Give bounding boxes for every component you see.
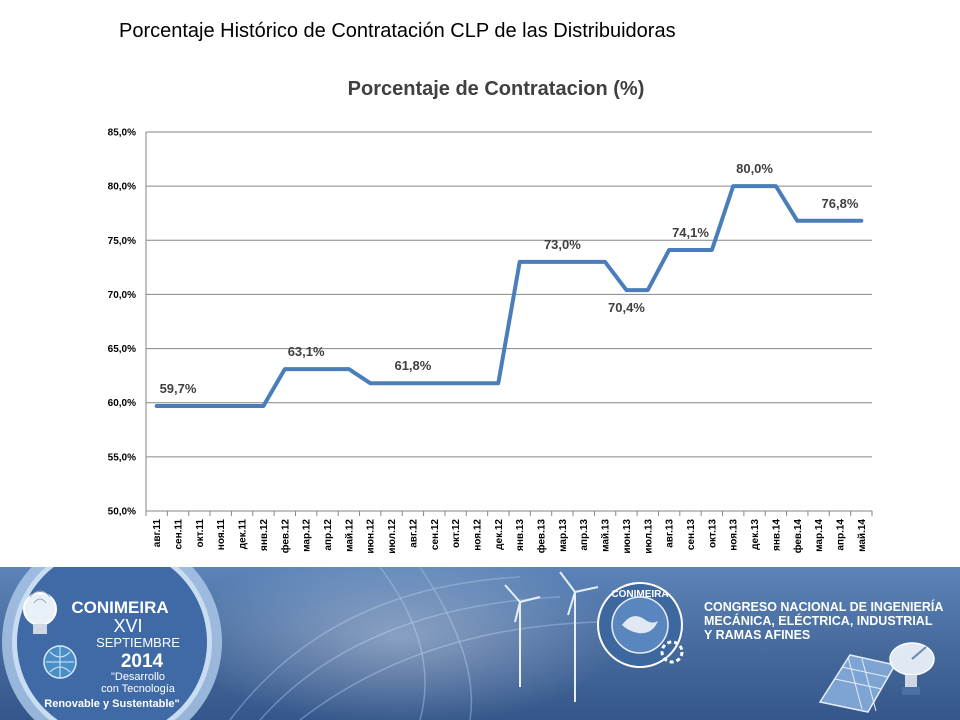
x-tick-label: окт.12 xyxy=(451,519,462,548)
data-label: 74,1% xyxy=(672,225,709,240)
congress-line-3: Y RAMAS AFINES xyxy=(704,628,810,642)
x-tick-label: дек.13 xyxy=(750,519,761,550)
line-chart: Porcentaje de Contratacion (%) 50,0% 55,0… xyxy=(108,78,873,554)
x-tick-label: авг.13 xyxy=(665,519,676,548)
x-tick-label: ноя.12 xyxy=(472,519,483,551)
data-label: 73,0% xyxy=(544,237,581,252)
data-label: 63,1% xyxy=(288,344,325,359)
slogan-line-3: Renovable y Sustentable" xyxy=(44,698,179,710)
slogan-line-1: "Desarrollo xyxy=(111,671,165,683)
x-tick-label: авг.12 xyxy=(408,519,419,548)
x-tick-label: янв.13 xyxy=(515,519,526,551)
x-tick-label: апр.12 xyxy=(323,519,334,551)
congress-line-1: CONGRESO NACIONAL DE INGENIERÍA xyxy=(704,599,943,614)
x-tick-label: окт.11 xyxy=(195,519,206,548)
y-tick-label: 70,0% xyxy=(108,290,136,301)
data-label: 70,4% xyxy=(608,300,645,315)
bulb-icon xyxy=(23,590,57,634)
x-tick-label: июн.12 xyxy=(366,519,377,554)
footer-banner: CONIMEIRA XVI SEPTIEMBRE 2014 "Desarroll… xyxy=(0,567,960,720)
y-tick-label: 75,0% xyxy=(108,236,136,247)
x-tick-label: авг.11 xyxy=(152,519,163,548)
x-tick-label: янв.12 xyxy=(259,519,270,551)
y-tick-label: 50,0% xyxy=(108,507,136,518)
x-tick-label: июл.13 xyxy=(643,519,654,554)
ring-text: CONIMEIRA xyxy=(611,589,668,600)
x-tick-label: май.14 xyxy=(857,519,868,552)
x-tick-label: мар.12 xyxy=(302,519,313,552)
x-tick-label: сен.13 xyxy=(686,519,697,551)
data-labels: 59,7% 63,1% 61,8% 73,0% 70,4% 74,1% 80,0% 76,8% xyxy=(160,161,859,396)
wind-turbine-icon xyxy=(504,571,599,702)
x-tick-label: фев.14 xyxy=(792,519,804,554)
x-tick-label: апр.13 xyxy=(579,519,590,551)
y-tick-label: 60,0% xyxy=(108,398,136,409)
x-tick-label: май.12 xyxy=(344,519,355,552)
x-tick-label: мар.13 xyxy=(558,519,569,552)
conimeira-ring-logo xyxy=(597,582,684,668)
globe-icon xyxy=(43,645,77,679)
x-tick-label: апр.14 xyxy=(835,519,846,551)
chart-title: Porcentaje de Contratacion (%) xyxy=(348,78,645,100)
x-tick-label: май.13 xyxy=(601,519,612,552)
y-tick-label: 85,0% xyxy=(108,128,136,139)
x-tick-label: янв.14 xyxy=(771,519,782,551)
data-label: 59,7% xyxy=(160,381,197,396)
x-tick-label: мар.14 xyxy=(814,519,825,552)
data-label: 61,8% xyxy=(394,358,431,373)
data-label: 76,8% xyxy=(822,196,859,211)
satellite-dish-icon xyxy=(889,642,935,695)
logo-year: 2014 xyxy=(121,651,164,672)
y-tick-label: 55,0% xyxy=(108,452,136,463)
x-axis-ticks: авг.11 сен.11 окт.11 ноя.11 дек.11 янв.12 фев.… xyxy=(145,511,873,554)
x-tick-label: сен.12 xyxy=(430,519,441,551)
x-tick-label: фев.13 xyxy=(536,519,548,554)
x-tick-label: ноя.11 xyxy=(216,519,227,551)
x-tick-label: дек.12 xyxy=(494,519,505,550)
logo-month: SEPTIEMBRE xyxy=(96,635,180,650)
logo-word: CONIMEIRA xyxy=(71,598,168,617)
solar-panel-icon xyxy=(818,654,897,713)
y-tick-label: 65,0% xyxy=(108,344,136,355)
event-logo xyxy=(2,567,222,720)
x-tick-label: июл.12 xyxy=(387,519,398,554)
x-tick-label: ноя.13 xyxy=(729,519,740,551)
x-tick-label: июн.13 xyxy=(622,519,633,554)
slogan-line-2: con Tecnología xyxy=(101,683,176,695)
y-axis-ticks: 50,0% 55,0% 60,0% 65,0% 70,0% 75,0% 80,0% 85,0% xyxy=(108,128,136,518)
x-tick-label: дек.11 xyxy=(238,519,249,550)
x-tick-label: сен.11 xyxy=(174,519,185,550)
x-tick-label: окт.13 xyxy=(707,519,718,548)
data-label: 80,0% xyxy=(736,161,773,176)
slide-title: Porcentaje Histórico de Contratación CLP… xyxy=(119,20,676,42)
series-line xyxy=(154,184,864,408)
y-tick-label: 80,0% xyxy=(108,182,136,193)
logo-edition: XVI xyxy=(113,616,142,636)
congress-line-2: MECÁNICA, ELÉCTRICA, INDUSTRIAL xyxy=(704,613,933,628)
x-tick-label: фев.12 xyxy=(279,519,291,554)
